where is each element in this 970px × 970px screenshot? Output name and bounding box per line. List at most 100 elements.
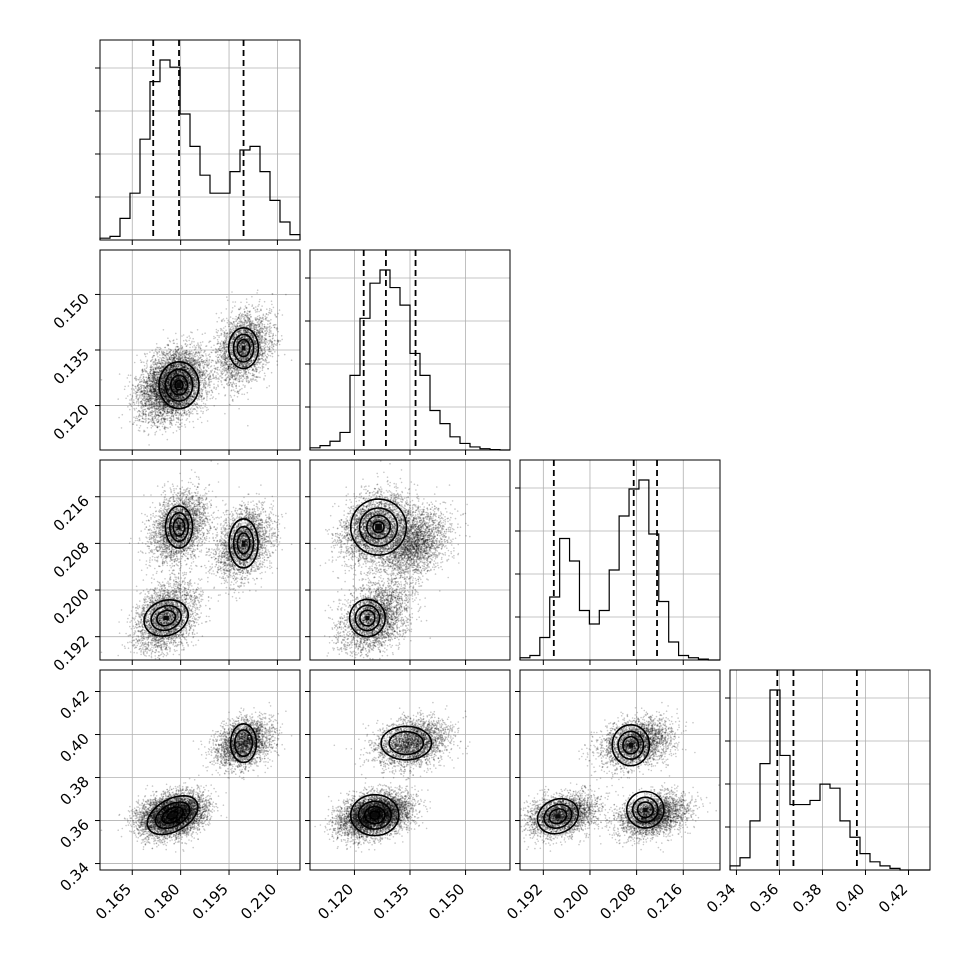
- sample-point: [256, 380, 258, 382]
- sample-point: [168, 415, 170, 417]
- sample-point: [156, 354, 158, 356]
- sample-point: [197, 413, 199, 415]
- sample-point: [227, 385, 229, 387]
- sample-point: [170, 418, 172, 420]
- sample-point: [269, 310, 271, 312]
- sample-point: [246, 308, 248, 310]
- sample-point: [265, 364, 267, 366]
- sample-point: [140, 397, 142, 399]
- sample-point: [248, 304, 250, 306]
- sample-point: [188, 340, 190, 342]
- sample-point: [241, 380, 243, 382]
- sample-point: [235, 316, 237, 318]
- sample-point: [271, 304, 273, 306]
- sample-point: [167, 439, 169, 441]
- sample-point: [242, 384, 244, 386]
- sample-point: [222, 368, 224, 370]
- sample-point: [192, 421, 194, 423]
- sample-point: [250, 316, 252, 318]
- sample-point: [255, 309, 257, 311]
- sample-point: [171, 424, 173, 426]
- sample-point: [128, 374, 130, 376]
- sample-point: [178, 422, 180, 424]
- sample-point: [181, 422, 183, 424]
- sample-point: [221, 312, 223, 314]
- sample-point: [242, 379, 244, 381]
- sample-point: [129, 381, 131, 383]
- sample-point: [247, 399, 249, 401]
- sample-point: [163, 329, 165, 331]
- sample-point: [240, 302, 242, 304]
- sample-point: [233, 389, 235, 391]
- sample-point: [194, 346, 196, 348]
- sample-point: [211, 347, 213, 349]
- sample-point: [209, 398, 211, 400]
- sample-point: [234, 391, 236, 393]
- sample-point: [218, 337, 220, 339]
- sample-point: [269, 336, 271, 338]
- sample-point: [277, 331, 279, 333]
- sample-point: [278, 355, 280, 357]
- sample-point: [265, 358, 267, 360]
- sample-point: [284, 354, 286, 356]
- sample-point: [186, 346, 188, 348]
- sample-point: [121, 427, 123, 429]
- sample-point: [185, 426, 187, 428]
- sample-point: [231, 312, 233, 314]
- sample-point: [267, 314, 269, 316]
- sample-point: [240, 369, 242, 371]
- sample-point: [264, 301, 266, 303]
- sample-point: [137, 420, 139, 422]
- sample-point: [168, 348, 170, 350]
- sample-point: [179, 429, 181, 431]
- sample-point: [201, 350, 203, 352]
- sample-point: [197, 418, 199, 420]
- sample-point: [146, 364, 148, 366]
- sample-point: [224, 413, 226, 415]
- sample-point: [261, 351, 263, 353]
- sample-point: [159, 349, 161, 351]
- sample-point: [216, 321, 218, 323]
- sample-point: [238, 408, 240, 410]
- sample-point: [230, 390, 232, 392]
- sample-point: [216, 313, 218, 315]
- scatter-points-1-0: [101, 289, 293, 445]
- sample-point: [122, 414, 124, 416]
- sample-point: [219, 369, 221, 371]
- sample-point: [226, 348, 228, 350]
- sample-point: [250, 387, 252, 389]
- sample-point: [232, 307, 234, 309]
- sample-point: [258, 304, 260, 306]
- sample-point: [266, 308, 268, 310]
- sample-point: [224, 371, 226, 373]
- sample-point: [140, 374, 142, 376]
- sample-point: [101, 379, 103, 381]
- x-tick-label: 0.40: [832, 880, 868, 916]
- x-tick-label: 0.38: [789, 880, 825, 916]
- sample-point: [141, 416, 143, 418]
- sample-point: [271, 311, 273, 313]
- sample-point: [233, 325, 235, 327]
- sample-point: [159, 354, 161, 356]
- sample-point: [118, 417, 120, 419]
- sample-point: [239, 378, 241, 380]
- sample-point: [202, 411, 204, 413]
- sample-point: [201, 400, 203, 402]
- sample-point: [131, 406, 133, 408]
- sample-point: [243, 376, 245, 378]
- sample-point: [267, 340, 269, 342]
- sample-point: [235, 383, 237, 385]
- sample-point: [139, 427, 141, 429]
- sample-point: [158, 417, 160, 419]
- sample-point: [227, 300, 229, 302]
- sample-point: [270, 355, 272, 357]
- x-tick-label: 0.42: [875, 880, 911, 916]
- sample-point: [259, 371, 261, 373]
- sample-point: [186, 419, 188, 421]
- sample-point: [140, 359, 142, 361]
- sample-point: [204, 406, 206, 408]
- sample-point: [241, 388, 243, 390]
- sample-point: [147, 427, 149, 429]
- sample-point: [243, 374, 245, 376]
